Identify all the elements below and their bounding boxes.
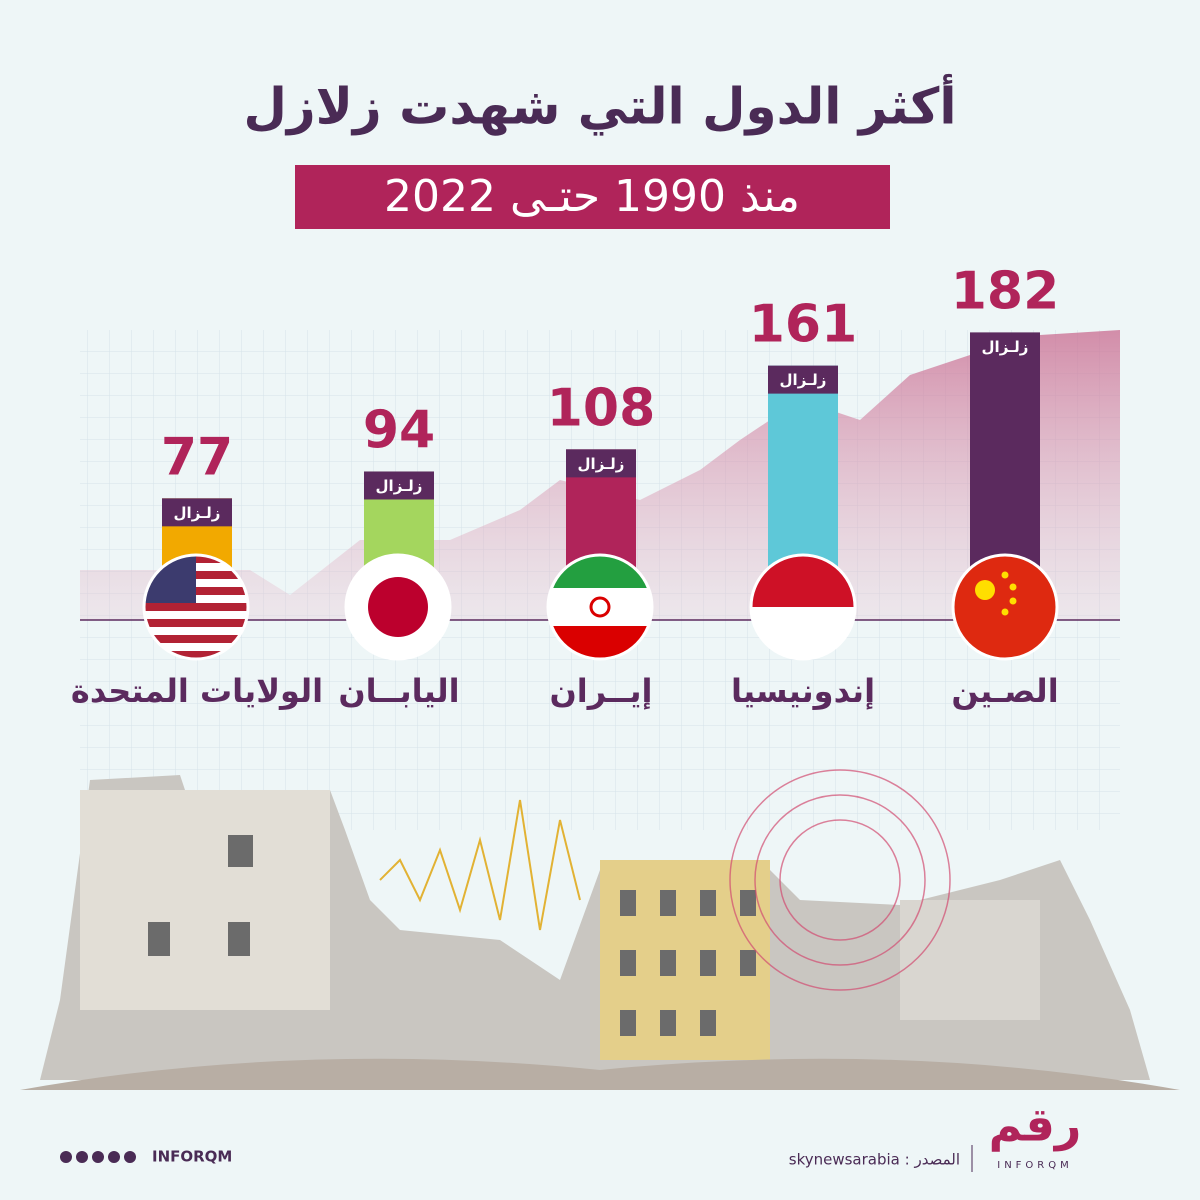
source: skynewsarabia : المصدر bbox=[789, 1151, 960, 1169]
value-label: 161 bbox=[749, 295, 858, 355]
category-label: الصـين bbox=[951, 672, 1058, 710]
logo-subtitle: INFORQM bbox=[997, 1160, 1073, 1171]
unit-label-box bbox=[566, 449, 636, 478]
unit-label-box bbox=[162, 498, 232, 527]
chart-title: أكثر الدول التي شهدت زلازل bbox=[243, 74, 956, 137]
value-label: 182 bbox=[951, 261, 1060, 321]
social-icons bbox=[60, 1151, 136, 1163]
value-label: 77 bbox=[161, 427, 233, 487]
unit-label: زلـزال bbox=[376, 477, 423, 495]
flag-rims bbox=[142, 553, 1059, 661]
unit-label: زلـزال bbox=[982, 338, 1029, 356]
decorative-area bbox=[80, 330, 1120, 620]
flag-china bbox=[953, 555, 1057, 659]
category-label: إيــران bbox=[549, 672, 652, 711]
category-label: اليابــان bbox=[338, 672, 459, 710]
category-label: الولايات المتحدة bbox=[71, 672, 323, 710]
subtitle: منذ 1990 حتـى 2022 bbox=[384, 171, 800, 222]
flag-japan bbox=[346, 555, 450, 659]
ruins-illustration bbox=[20, 769, 1180, 1090]
logo: رقم bbox=[989, 1098, 1082, 1152]
unit-label-box bbox=[364, 471, 434, 500]
unit-label-box bbox=[970, 332, 1040, 361]
value-label: 108 bbox=[547, 378, 656, 438]
unit-label: زلـزال bbox=[578, 455, 625, 473]
unit-label: زلـزال bbox=[780, 371, 827, 389]
unit-label: زلـزال bbox=[174, 504, 221, 522]
subtitle-box bbox=[295, 165, 890, 229]
value-label: 94 bbox=[363, 400, 435, 460]
unit-label-box bbox=[768, 365, 838, 394]
category-label: إندونيسيا bbox=[731, 672, 875, 711]
social-handle: INFORQM bbox=[152, 1148, 232, 1166]
